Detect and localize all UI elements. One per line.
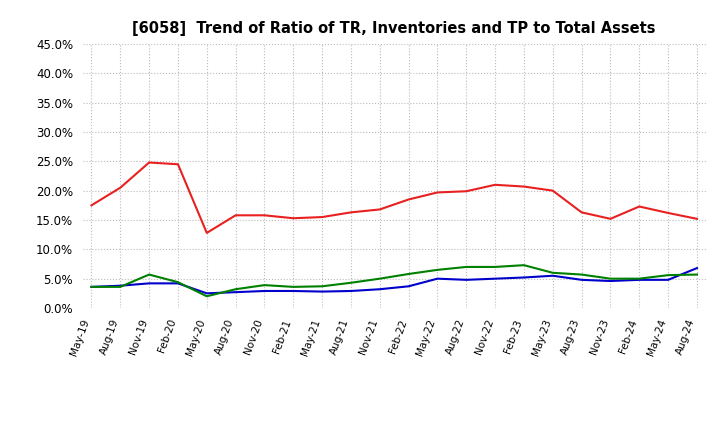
Trade Receivables — [635, 204, 644, 209]
Line: Inventories: Inventories — [91, 268, 697, 293]
Trade Receivables — [520, 184, 528, 189]
Trade Payables — [462, 264, 471, 270]
Trade Payables — [693, 272, 701, 277]
Trade Payables — [520, 263, 528, 268]
Trade Receivables — [318, 214, 326, 220]
Trade Receivables — [145, 160, 153, 165]
Inventories — [520, 275, 528, 280]
Inventories — [289, 288, 297, 293]
Trade Receivables — [433, 190, 442, 195]
Inventories — [693, 265, 701, 271]
Trade Payables — [549, 270, 557, 275]
Inventories — [462, 277, 471, 282]
Trade Receivables — [231, 213, 240, 218]
Inventories — [664, 277, 672, 282]
Trade Payables — [606, 276, 615, 281]
Inventories — [491, 276, 500, 281]
Trade Receivables — [116, 185, 125, 191]
Trade Payables — [375, 276, 384, 281]
Trade Receivables — [289, 216, 297, 221]
Trade Payables — [635, 276, 644, 281]
Title: [6058]  Trend of Ratio of TR, Inventories and TP to Total Assets: [6058] Trend of Ratio of TR, Inventories… — [132, 21, 656, 36]
Trade Payables — [405, 271, 413, 277]
Inventories — [174, 281, 182, 286]
Inventories — [433, 276, 442, 281]
Trade Receivables — [346, 210, 355, 215]
Trade Payables — [202, 293, 211, 299]
Inventories — [606, 279, 615, 284]
Trade Receivables — [174, 161, 182, 167]
Inventories — [346, 288, 355, 293]
Trade Payables — [346, 280, 355, 286]
Trade Receivables — [202, 230, 211, 235]
Trade Receivables — [260, 213, 269, 218]
Trade Payables — [174, 279, 182, 285]
Trade Receivables — [491, 182, 500, 187]
Inventories — [145, 281, 153, 286]
Trade Receivables — [606, 216, 615, 221]
Trade Receivables — [549, 188, 557, 193]
Inventories — [231, 290, 240, 295]
Inventories — [87, 284, 96, 290]
Trade Payables — [87, 284, 96, 290]
Trade Payables — [664, 272, 672, 278]
Inventories — [202, 291, 211, 296]
Trade Payables — [491, 264, 500, 270]
Line: Trade Payables: Trade Payables — [91, 265, 697, 296]
Trade Receivables — [87, 203, 96, 208]
Trade Payables — [145, 272, 153, 277]
Trade Receivables — [405, 197, 413, 202]
Inventories — [577, 277, 586, 282]
Inventories — [260, 288, 269, 293]
Trade Receivables — [375, 207, 384, 212]
Trade Payables — [577, 272, 586, 277]
Inventories — [549, 273, 557, 279]
Trade Payables — [289, 284, 297, 290]
Trade Payables — [231, 286, 240, 292]
Inventories — [116, 283, 125, 288]
Inventories — [635, 277, 644, 282]
Trade Receivables — [664, 210, 672, 216]
Trade Receivables — [462, 189, 471, 194]
Trade Payables — [318, 284, 326, 289]
Trade Receivables — [693, 216, 701, 221]
Trade Receivables — [577, 210, 586, 215]
Inventories — [375, 286, 384, 292]
Inventories — [318, 289, 326, 294]
Trade Payables — [433, 267, 442, 272]
Line: Trade Receivables: Trade Receivables — [91, 162, 697, 233]
Trade Payables — [116, 284, 125, 290]
Inventories — [405, 284, 413, 289]
Trade Payables — [260, 282, 269, 288]
